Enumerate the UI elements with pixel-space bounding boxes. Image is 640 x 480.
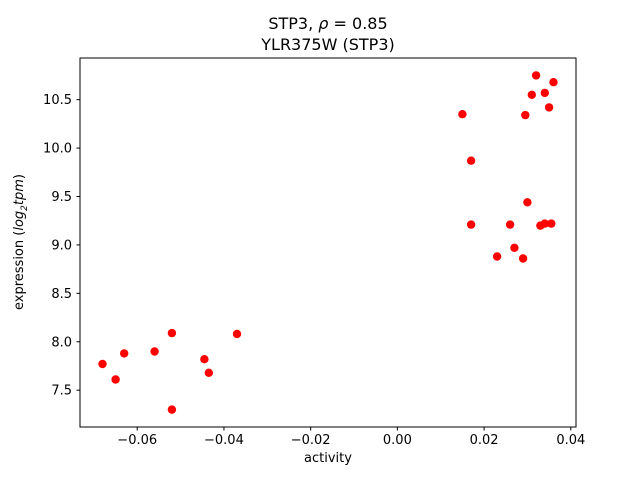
scatter-point <box>523 198 532 207</box>
y-tick-label: 10.0 <box>43 142 72 157</box>
scatter-point <box>111 375 120 384</box>
y-axis-label-subscript: 2 <box>19 205 30 211</box>
y-tick-label: 8.5 <box>51 287 72 302</box>
scatter-point <box>98 359 107 369</box>
x-axis-label: activity <box>304 451 352 466</box>
scatter-point <box>466 220 476 229</box>
scatter-point <box>167 328 177 338</box>
scatter-point <box>510 243 519 252</box>
scatter-point <box>200 355 209 364</box>
title-prefix: STP3, <box>268 14 319 33</box>
scatter-point <box>120 349 129 358</box>
y-tick-label: 9.0 <box>51 238 72 253</box>
axes-frame <box>79 57 577 428</box>
scatter-point <box>466 156 476 165</box>
x-tick-label: −0.06 <box>117 433 157 448</box>
x-tick-label: −0.02 <box>291 433 331 448</box>
y-tick-label: 10.5 <box>43 93 72 108</box>
y-axis-label-tpm: tpm <box>12 179 28 206</box>
chart-title-line1: STP3, ρ = 0.85 <box>80 13 576 34</box>
scatter-point <box>167 405 177 414</box>
y-axis-label: expression (log2tpm) <box>12 174 30 310</box>
scatter-point <box>544 103 554 112</box>
y-axis-label-suffix: ) <box>12 174 28 180</box>
scatter-point <box>549 78 558 87</box>
title-rho-symbol: ρ <box>318 14 329 33</box>
scatter-point <box>540 219 549 228</box>
y-axis-label-prefix: expression ( <box>12 230 28 310</box>
x-tick-label: 0.00 <box>383 433 412 448</box>
x-tick-label: 0.04 <box>556 433 585 448</box>
y-axis-label-log: log <box>12 210 28 231</box>
y-tick-label: 7.5 <box>51 384 72 399</box>
y-tick-label: 8.0 <box>51 335 72 350</box>
scatter-point <box>527 90 536 100</box>
scatter-point <box>505 220 515 229</box>
scatter-point <box>458 110 467 119</box>
scatter-point <box>531 71 541 80</box>
scatter-point <box>150 347 159 356</box>
x-tick-label: 0.02 <box>470 433 499 448</box>
scatter-point <box>547 219 556 228</box>
scatter-point <box>232 329 242 339</box>
title-correlation-value: = 0.85 <box>328 14 388 33</box>
scatter-point <box>521 110 530 120</box>
chart-title-line2: YLR375W (STP3) <box>261 35 395 54</box>
scatter-point <box>204 368 213 377</box>
scatter-point <box>492 252 502 261</box>
y-tick-label: 9.5 <box>51 190 72 205</box>
scatter-point <box>518 254 528 263</box>
chart-title: STP3, ρ = 0.85 YLR375W (STP3) <box>80 13 576 55</box>
scatter-point <box>540 88 549 98</box>
x-tick-label: −0.04 <box>204 433 244 448</box>
